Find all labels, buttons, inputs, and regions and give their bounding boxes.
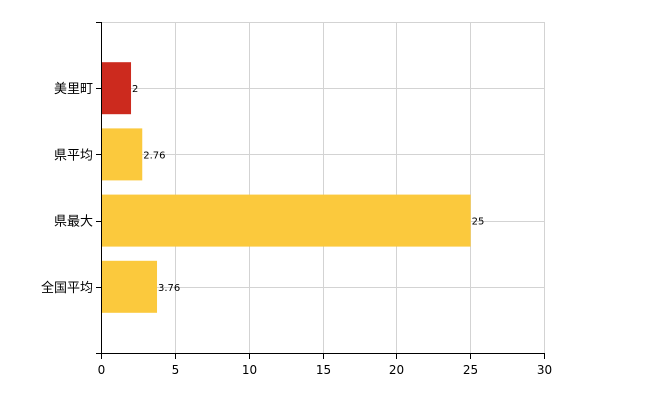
x-tick-label: 25 [463, 363, 478, 377]
data-label: 3.76 [158, 283, 180, 294]
gridlines [101, 22, 545, 353]
x-tick-label: 0 [98, 363, 106, 377]
x-tick-label: 20 [389, 363, 404, 377]
bar [101, 194, 471, 247]
bar [101, 128, 143, 181]
bar [101, 62, 132, 115]
x-tick-label: 15 [316, 363, 331, 377]
bars [101, 62, 471, 313]
category-label: 県平均 [54, 148, 93, 163]
x-tick-label: 10 [242, 363, 257, 377]
category-label: 県最大 [54, 215, 93, 230]
data-label: 2 [132, 84, 138, 95]
x-tick-label: 30 [537, 363, 552, 377]
data-label: 2.76 [143, 150, 165, 161]
bar [101, 260, 158, 313]
axes [96, 22, 545, 359]
data-label: 25 [472, 217, 485, 228]
x-tick-label: 5 [172, 363, 180, 377]
category-label: 全国平均 [41, 280, 93, 296]
category-label: 美里町 [54, 82, 93, 97]
labels: 2 美里町 2.76 県平均 25 県最大 3.76 全国平均 0 5 10 15 20 25 30 [41, 82, 552, 377]
